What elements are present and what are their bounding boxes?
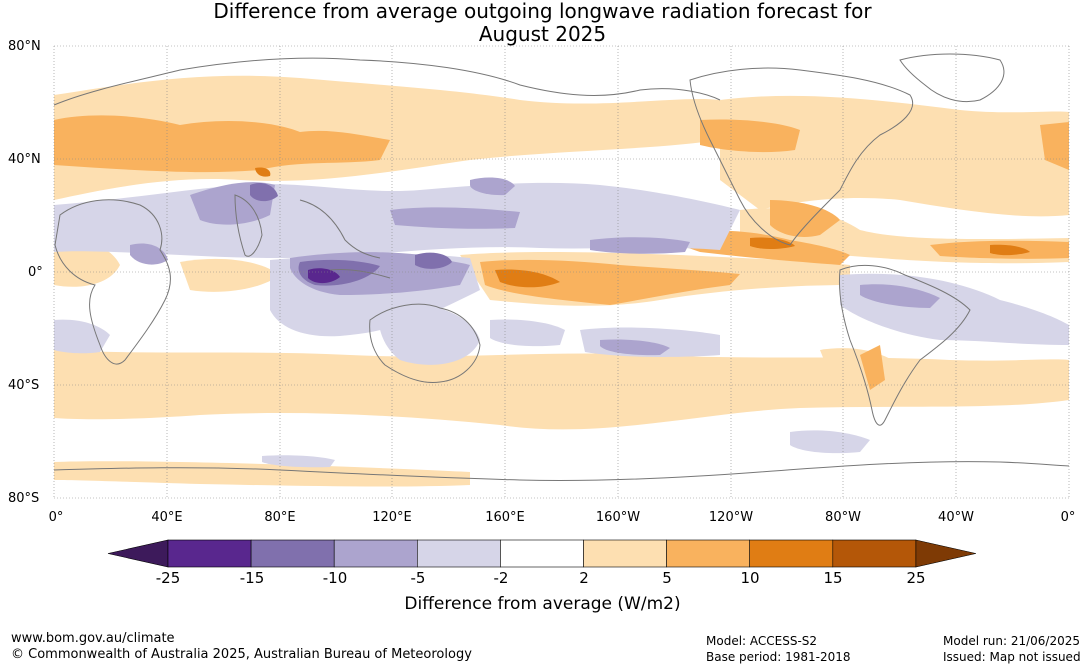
base-period: Base period: 1981-2018 bbox=[706, 650, 851, 664]
lat-label-80s: 80°S bbox=[8, 491, 40, 506]
colorbar-swatch bbox=[583, 539, 667, 568]
colorbar-arrow-right bbox=[915, 539, 976, 568]
title-line-1: Difference from average outgoing longwav… bbox=[213, 0, 872, 23]
colorbar-tick: 2 bbox=[579, 569, 589, 587]
coastlines bbox=[53, 53, 1070, 482]
colorbar bbox=[107, 539, 976, 568]
model-name: Model: ACCESS-S2 bbox=[706, 634, 818, 648]
lon-label-120e: 120°E bbox=[372, 510, 412, 525]
colorbar-tick: 25 bbox=[906, 569, 926, 587]
colorbar-tick: 10 bbox=[740, 569, 760, 587]
footer-run-info: Model run: 21/06/2025 Issued: Map not is… bbox=[943, 633, 1081, 665]
footer-model-info: Model: ACCESS-S2 Base period: 1981-2018 bbox=[706, 633, 851, 665]
colorbar-swatch bbox=[749, 539, 834, 568]
colorbar-tick: -2 bbox=[493, 569, 509, 587]
graticule bbox=[53, 45, 1070, 499]
lon-label-80w: 80°W bbox=[825, 510, 861, 525]
colorbar-swatch bbox=[333, 539, 418, 568]
colorbar-swatch bbox=[500, 539, 584, 568]
map-title: Difference from average outgoing longwav… bbox=[0, 0, 1085, 46]
colorbar-tick: -10 bbox=[322, 569, 348, 587]
website-link[interactable]: www.bom.gov.au/climate bbox=[11, 631, 175, 646]
issued-status: Issued: Map not issued bbox=[943, 650, 1081, 664]
lon-label-120w: 120°W bbox=[708, 510, 754, 525]
lon-label-160w: 160°W bbox=[595, 510, 641, 525]
footer-left: www.bom.gov.au/climate © Commonwealth of… bbox=[11, 631, 472, 663]
lat-label-40s: 40°S bbox=[8, 378, 40, 393]
lon-label-0-left: 0° bbox=[48, 510, 64, 525]
title-line-2: August 2025 bbox=[478, 22, 607, 46]
lon-label-160e: 160°E bbox=[485, 510, 525, 525]
colorbar-tick: 5 bbox=[662, 569, 672, 587]
lon-label-40e: 40°E bbox=[151, 510, 183, 525]
lon-label-40w: 40°W bbox=[938, 510, 974, 525]
colorbar-tick: -25 bbox=[155, 569, 181, 587]
lon-label-0-right: 0° bbox=[1060, 510, 1076, 525]
colorbar-label: Difference from average (W/m2) bbox=[404, 594, 681, 614]
colorbar-swatch bbox=[250, 539, 335, 568]
colorbar-tick: 15 bbox=[823, 569, 843, 587]
colorbar-tick: -5 bbox=[410, 569, 426, 587]
lat-label-40n: 40°N bbox=[8, 152, 41, 167]
very-strong-positive-regions bbox=[255, 167, 1030, 288]
model-run: Model run: 21/06/2025 bbox=[943, 634, 1081, 648]
copyright-text: © Commonwealth of Australia 2025, Austra… bbox=[11, 647, 472, 662]
colorbar-swatch bbox=[832, 539, 917, 568]
colorbar-swatch bbox=[416, 539, 501, 568]
colorbar-swatch bbox=[167, 539, 252, 568]
colorbar-arrow-left bbox=[107, 539, 169, 568]
colorbar-swatch bbox=[666, 539, 750, 568]
lat-label-80n: 80°N bbox=[8, 39, 41, 54]
lat-label-0: 0° bbox=[28, 265, 43, 280]
lon-label-80e: 80°E bbox=[264, 510, 296, 525]
colorbar-tick: -15 bbox=[239, 569, 265, 587]
